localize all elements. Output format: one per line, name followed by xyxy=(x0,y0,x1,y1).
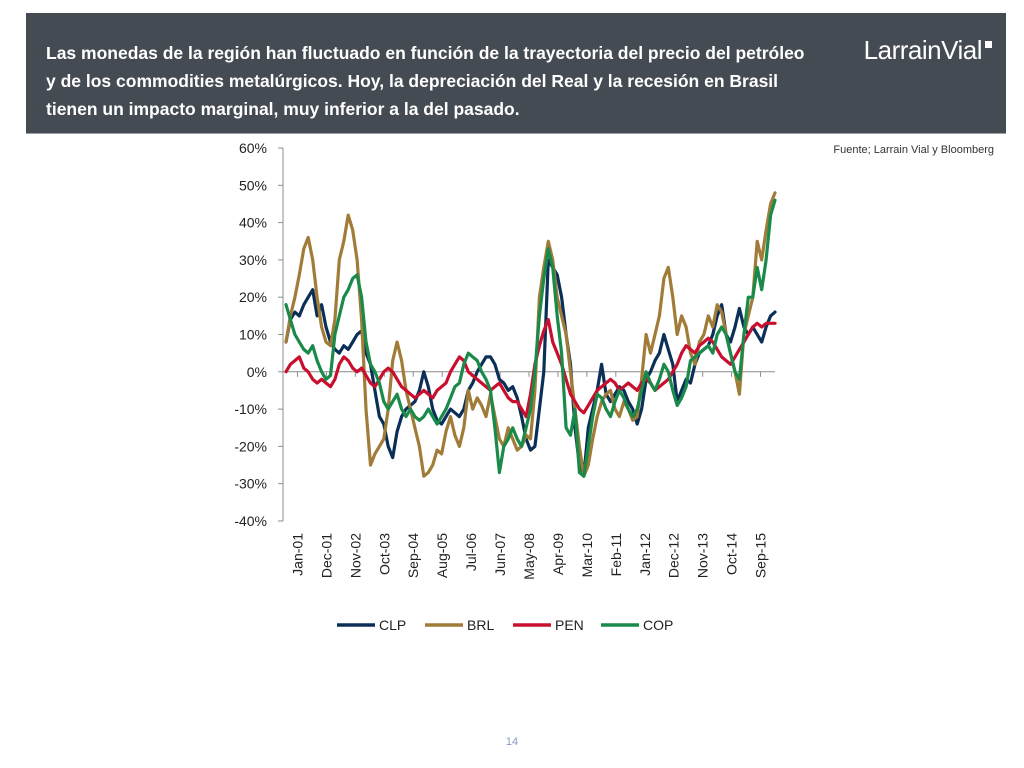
x-tick-label: Nov-02 xyxy=(347,533,363,578)
y-tick-label: 40% xyxy=(239,215,267,231)
x-tick-label: Oct-03 xyxy=(376,533,392,575)
x-tick-label: Dec-01 xyxy=(318,533,334,578)
y-tick-label: 10% xyxy=(239,327,267,343)
y-tick-label: -40% xyxy=(234,513,267,529)
legend-label-clp: CLP xyxy=(379,617,406,633)
header-banner: Las monedas de la región han fluctuado e… xyxy=(26,13,1006,133)
x-tick-label: Sep-15 xyxy=(753,533,769,578)
header-rule xyxy=(26,133,1006,134)
y-tick-label: -10% xyxy=(234,401,267,417)
y-tick-label: 50% xyxy=(239,177,267,193)
series-line-brl xyxy=(284,191,777,478)
y-tick-label: -20% xyxy=(234,438,267,454)
x-tick-label: Nov-13 xyxy=(695,533,711,578)
y-tick-label: -30% xyxy=(234,476,267,492)
x-tick-label: Oct-14 xyxy=(724,533,740,575)
y-tick-label: 20% xyxy=(239,289,267,305)
legend-label-brl: BRL xyxy=(467,617,494,633)
page-number: 14 xyxy=(505,736,519,748)
series-line-pen xyxy=(284,318,777,419)
slide-title: Las monedas de la región han fluctuado e… xyxy=(46,43,805,119)
logo-square-icon xyxy=(985,41,992,48)
y-tick-label: 30% xyxy=(239,252,267,268)
x-tick-label: Jan-12 xyxy=(637,533,653,576)
source-note: Fuente; Larrain Vial y Bloomberg xyxy=(833,144,994,156)
y-tick-label: 0% xyxy=(247,364,267,380)
y-tick-label: 60% xyxy=(239,140,267,156)
logo-text: LarrainVial xyxy=(863,35,983,65)
x-tick-label: Feb-11 xyxy=(608,533,624,577)
x-tick-label: May-08 xyxy=(521,533,537,580)
x-tick-label: Aug-05 xyxy=(434,533,450,578)
series-line-cop xyxy=(284,198,777,478)
x-tick-label: Jul-06 xyxy=(463,533,479,571)
x-tick-label: Jan-01 xyxy=(289,533,305,576)
x-tick-label: Sep-04 xyxy=(405,533,421,578)
x-tick-label: Jun-07 xyxy=(492,533,508,576)
x-tick-label: Mar-10 xyxy=(579,533,595,578)
legend-label-cop: COP xyxy=(643,617,673,633)
legend-label-pen: PEN xyxy=(555,617,584,633)
x-tick-label: Dec-12 xyxy=(666,533,682,578)
x-tick-label: Apr-09 xyxy=(550,533,566,575)
brand-logo: LarrainVial xyxy=(864,35,992,66)
